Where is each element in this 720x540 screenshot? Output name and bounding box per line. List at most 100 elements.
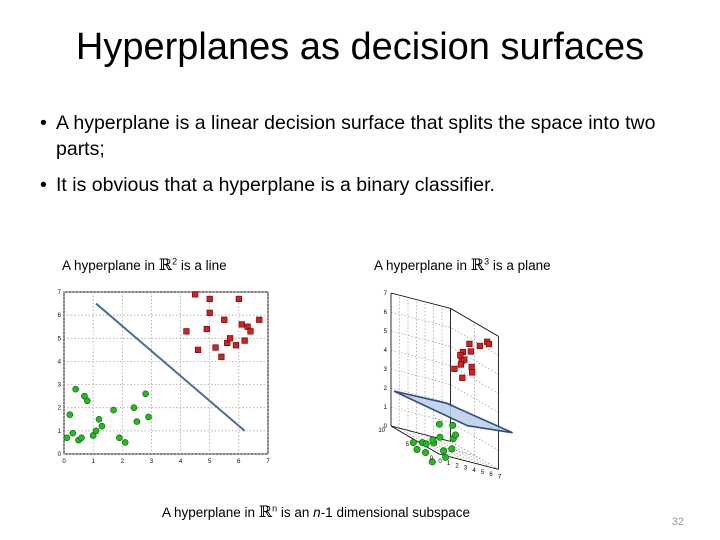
data-point-green [78,434,85,442]
data-point-red [247,328,254,335]
bullet-item: A hyperplane is a linear decision surfac… [40,110,680,162]
z-tick-label: 7 [384,291,388,297]
z-tick-label: 6 [384,310,388,316]
grid-line [450,441,499,470]
grid-line [433,436,482,466]
grid-line [416,432,465,461]
data-point-red [457,361,464,368]
x-tick-label: 7 [498,474,502,480]
data-point-red [476,342,483,349]
y-tick-label: 1 [58,429,62,435]
data-point-green [452,431,460,439]
grid-line [450,422,499,451]
bullet-item: It is obvious that a hyperplane is a bin… [40,172,680,198]
grid-line [441,438,491,468]
data-point-green [133,418,141,425]
separating-line [95,302,246,432]
z-tick-label: 3 [384,367,388,373]
z-tick-label: 2 [384,386,388,392]
y-tick-label: 0 [58,452,62,458]
y-tick-label: 7 [58,290,62,296]
data-point-red [206,295,213,303]
grid-line [450,384,499,413]
data-point-red [212,344,219,351]
data-point-green [422,449,430,457]
data-point-green [442,453,450,461]
data-point-green [98,422,106,430]
data-point-green [95,415,103,423]
data-point-red [218,353,225,360]
x-tick-label: 6 [489,472,493,478]
grid-line [390,311,451,328]
data-point-green [413,446,421,454]
data-point-red [203,325,210,333]
x-tick-label: 1 [447,461,451,467]
y-tick-label: 2 [58,406,62,412]
grid-line [399,427,448,457]
data-point-green [422,440,430,448]
scatter-plot-2d: 0 1 2 3 4 5 6 7 0 1 2 3 4 5 6 7 [58,290,271,465]
data-point-green [142,390,149,398]
data-point-green [72,385,79,393]
y-tick-label: 6 [58,313,62,319]
x-tick-label: 2 [455,463,459,469]
data-point-green [436,433,444,441]
data-point-green [145,413,152,421]
x-tick-label: 0 [62,459,66,465]
data-point-green [428,458,436,466]
data-point-red [451,365,458,372]
grid-line [450,346,499,375]
data-point-red [241,337,248,344]
data-point-red [194,346,202,353]
data-point-green [92,427,100,435]
data-point-green [66,411,74,418]
data-point-red [468,363,475,371]
data-point-red [227,335,234,342]
y-tick-label: 10 [378,428,385,434]
x-tick-label: 1 [91,459,95,465]
x-tick-label: 3 [464,466,468,472]
z-tick-label: 0 [384,424,388,430]
data-point-red [467,348,474,355]
data-point-red [238,321,245,328]
data-point-green [110,406,117,414]
data-point-green [89,432,97,439]
x-tick-label: 5 [208,459,212,465]
caption-3d: A hyperplane in ℝ3 is a plane [374,255,551,274]
z-tick-label: 4 [384,348,388,354]
bullet-list: A hyperplane is a linear decision surfac… [40,110,680,208]
data-point-red [235,295,242,303]
data-point-red [485,340,493,348]
y-tick-label: 5 [58,336,62,342]
data-point-red [459,374,466,381]
data-point-green [435,420,443,428]
data-point-red [221,316,228,323]
z-tick-label: 5 [384,329,388,335]
grid-line [450,365,499,394]
data-point-green [81,392,88,400]
x-tick-label: 5 [481,470,485,476]
data-point-red [192,291,199,298]
data-point-red [457,352,464,359]
grid-line [390,349,451,366]
data-point-green [130,404,138,412]
grid-line [390,330,451,347]
y-tick-label: 0 [430,456,434,462]
data-point-green [449,421,457,429]
data-point-red [461,356,468,363]
data-point-red [232,342,240,349]
data-point-red [469,369,476,376]
data-point-green [429,436,437,444]
decision-plane [393,390,513,434]
data-point-green [440,447,448,455]
plot-frame [63,291,269,455]
axis-line [450,308,499,337]
grid-line [407,430,457,459]
data-point-red [206,309,213,316]
x-tick-label: 3 [150,459,154,465]
data-point-green [448,445,456,453]
x-tick-label: 4 [472,468,476,474]
x-tick-label: 6 [237,459,241,465]
page-number: 32 [671,516,684,528]
